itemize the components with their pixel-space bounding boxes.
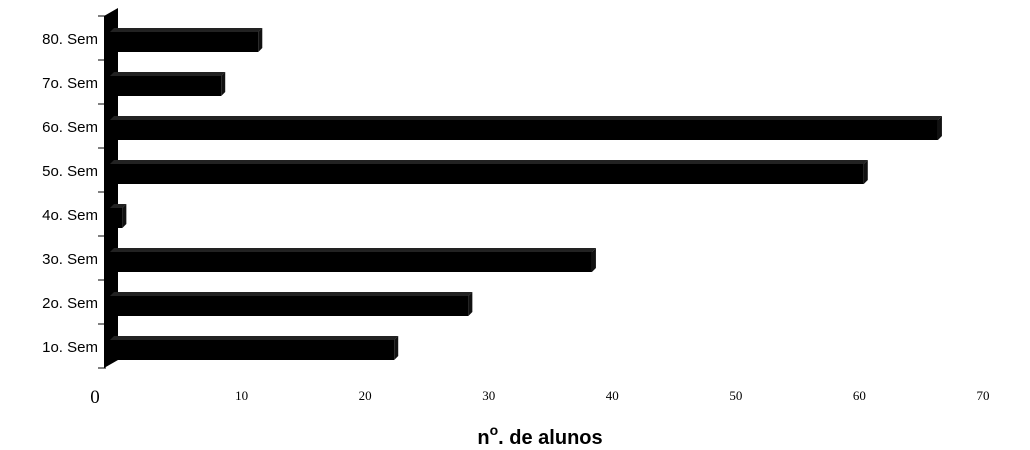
category-label: 80. Sem <box>42 31 98 48</box>
bar-side-face <box>221 72 226 96</box>
chart-bars <box>110 28 942 360</box>
bar-top-face <box>110 116 942 120</box>
bar-top-face <box>110 72 226 76</box>
x-axis-title: no. de alunos <box>477 422 602 449</box>
bar-top-face <box>110 28 263 32</box>
x-tick-label: 50 <box>729 388 742 403</box>
x-tick-label: 20 <box>359 388 372 403</box>
bar-side-face <box>937 116 942 140</box>
category-label: 7o. Sem <box>42 75 98 92</box>
category-label: 4o. Sem <box>42 207 98 224</box>
bar-side-face <box>863 160 868 184</box>
x-tick-label: 10 <box>235 388 248 403</box>
bar-side-face <box>258 28 263 52</box>
bar-side-face <box>122 204 127 228</box>
x-axis-title-superscript: o <box>490 422 499 438</box>
category-label: 5o. Sem <box>42 163 98 180</box>
bar-side-face <box>591 248 596 272</box>
bar <box>110 296 469 316</box>
x-axis-title-main: n <box>477 427 489 449</box>
bar <box>110 120 938 140</box>
x-tick-label: 70 <box>977 388 990 403</box>
bar-side-face <box>394 336 399 360</box>
x-tick-label: 60 <box>853 388 866 403</box>
bar <box>110 76 222 96</box>
category-labels: 1o. Sem 2o. Sem 3o. Sem 4o. Sem 5o. Sem 6o. S… <box>42 31 98 356</box>
x-tick-labels: 0 10 20 30 40 50 60 70 <box>90 387 989 408</box>
bar <box>110 208 123 228</box>
y-axis-wall <box>104 8 118 368</box>
bar-top-face <box>110 204 127 208</box>
bar-top-face <box>110 336 399 340</box>
x-tick-label: 40 <box>606 388 619 403</box>
bar <box>110 32 259 52</box>
category-label: 1o. Sem <box>42 339 98 356</box>
chart-axes <box>98 8 118 369</box>
x-axis-title-rest: . de alunos <box>498 427 602 449</box>
x-tick-label: 30 <box>482 388 495 403</box>
category-label: 3o. Sem <box>42 251 98 268</box>
bar-top-face <box>110 248 596 252</box>
bar <box>110 164 864 184</box>
bar <box>110 252 592 272</box>
bar <box>110 340 395 360</box>
category-label: 6o. Sem <box>42 119 98 136</box>
category-label: 2o. Sem <box>42 295 98 312</box>
bar-top-face <box>110 160 868 164</box>
x-tick-label: 0 <box>90 387 100 408</box>
bar-top-face <box>110 292 473 296</box>
bar-side-face <box>468 292 473 316</box>
